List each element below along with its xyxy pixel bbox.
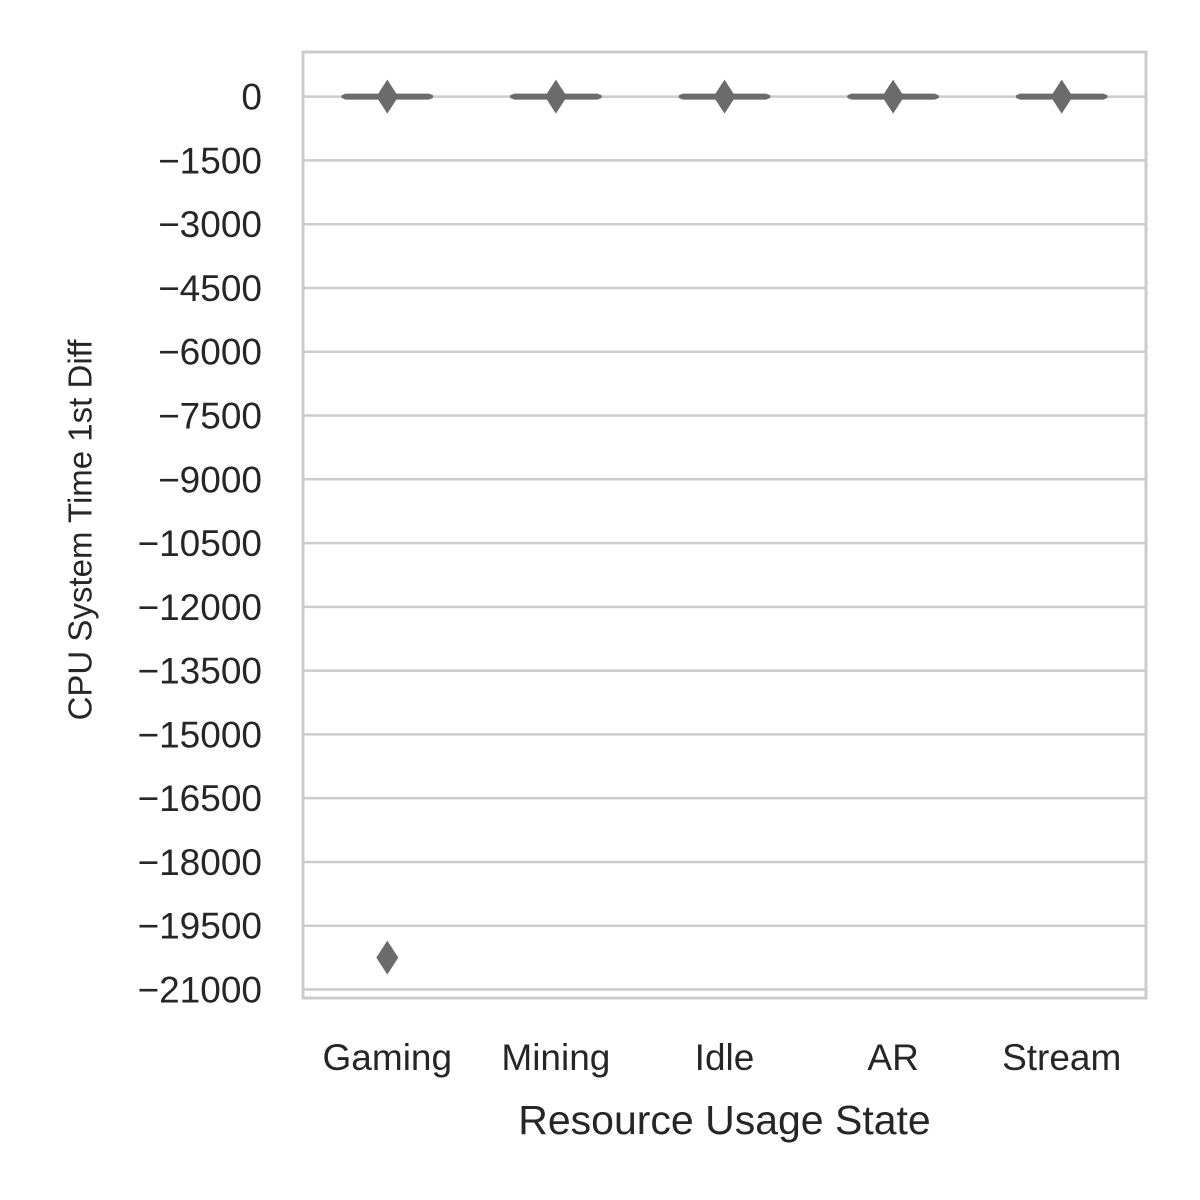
y-tick-label: −18000 [138, 842, 263, 883]
outlier-markers [376, 79, 1073, 975]
x-tick-labels: Gaming Mining Idle AR Stream [323, 1037, 1122, 1078]
y-tick-label: −16500 [138, 778, 263, 819]
y-tick-label: −13500 [138, 651, 263, 692]
outlier-mining [544, 79, 567, 114]
y-tick-label: −15000 [138, 714, 263, 755]
y-tick-label: −10500 [138, 523, 263, 564]
x-tick-label: Stream [1002, 1037, 1121, 1078]
y-tick-label: −6000 [158, 332, 262, 373]
y-tick-label: −3000 [158, 204, 262, 245]
y-tick-label: −4500 [158, 268, 262, 309]
y-tick-label: −19500 [138, 906, 263, 947]
y-tick-label: −21000 [138, 969, 263, 1010]
x-tick-label: AR [867, 1037, 918, 1078]
outlier-gaming [376, 79, 399, 114]
y-tick-label: −1500 [158, 140, 262, 181]
outlier-gaming [376, 940, 399, 975]
y-tick-label: −12000 [138, 587, 263, 628]
y-tick-labels: 0 −1500 −3000 −4500 −6000 −7500 −9000 −10500 −12… [138, 77, 263, 1011]
y-axis-title: CPU System Time 1st Diff [62, 339, 99, 721]
plot-frame [301, 50, 1148, 1000]
grid-lines [303, 95, 1146, 991]
y-tick-label: −9000 [158, 459, 262, 500]
y-tick-label: −7500 [158, 396, 262, 437]
x-tick-label: Gaming [323, 1037, 453, 1078]
x-tick-label: Idle [695, 1037, 755, 1078]
outlier-idle [713, 79, 736, 114]
outlier-stream [1050, 79, 1073, 114]
x-tick-label: Mining [501, 1037, 610, 1078]
x-axis-title: Resource Usage State [518, 1097, 931, 1143]
outlier-ar [882, 79, 905, 114]
y-tick-label: 0 [241, 77, 262, 118]
